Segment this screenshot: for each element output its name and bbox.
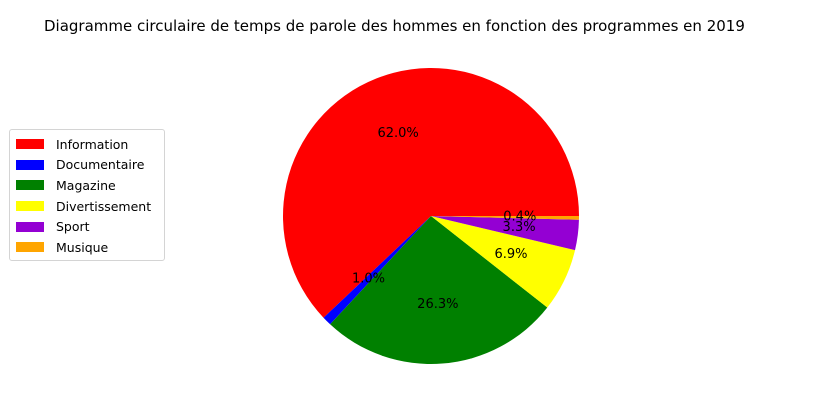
legend-item-information: Information (16, 134, 158, 155)
pie-slice-divertissement (431, 216, 576, 308)
pie-slice-documentaire (323, 216, 431, 325)
legend: Information Documentaire Magazine Divertiss… (9, 129, 165, 261)
pie-label-sport: 3.3% (503, 220, 536, 235)
legend-item-documentaire: Documentaire (16, 155, 158, 176)
legend-label: Information (56, 136, 129, 152)
legend-item-divertissement: Divertissement (16, 196, 158, 217)
pie-slice-sport (431, 216, 579, 251)
pie-slice-magazine (330, 216, 548, 365)
chart-title: Diagramme circulaire de temps de parole … (44, 17, 745, 35)
legend-swatch (16, 159, 44, 170)
legend-swatch (16, 180, 44, 191)
legend-label: Divertissement (56, 198, 152, 214)
pie-slice-information (283, 68, 579, 318)
pie-slices (283, 68, 579, 365)
legend-label: Sport (56, 219, 90, 235)
legend-label: Magazine (56, 177, 116, 193)
legend-swatch (16, 221, 44, 232)
pie-label-magazine: 26.3% (417, 297, 458, 312)
pie-label-divertissement: 6.9% (494, 247, 527, 262)
legend-label: Documentaire (56, 157, 145, 173)
legend-swatch (16, 201, 44, 212)
pie-label-musique: 0.4% (503, 210, 536, 225)
pie-label-information: 62.0% (377, 126, 418, 141)
legend-swatch (16, 242, 44, 253)
legend-label: Musique (56, 239, 109, 255)
pie-value-labels: 62.0% 1.0% 26.3% 6.9% 3.3%0.4% (352, 126, 536, 312)
pie-slice-musique (431, 216, 579, 220)
legend-swatch (16, 139, 44, 150)
pie-label-documentaire: 1.0% (352, 272, 385, 287)
legend-item-musique: Musique (16, 237, 158, 258)
legend-item-magazine: Magazine (16, 175, 158, 196)
legend-item-sport: Sport (16, 216, 158, 237)
